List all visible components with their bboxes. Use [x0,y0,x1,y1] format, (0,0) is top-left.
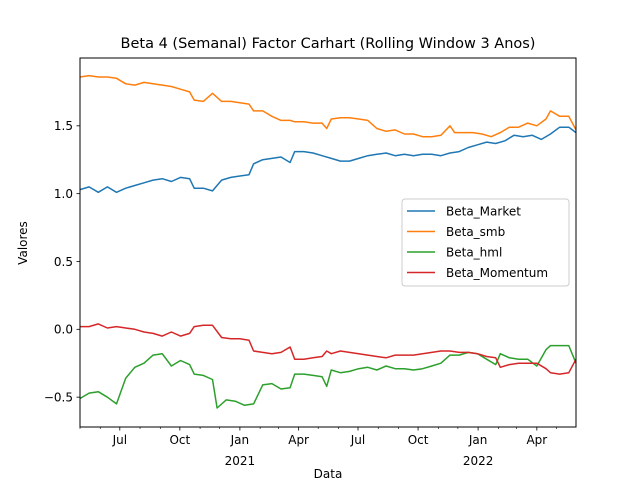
plot-frame [79,57,577,428]
y-tick-label: 1.5 [54,119,73,133]
legend-label: Beta_Market [446,204,521,218]
x-tick-year-label: 2022 [463,454,494,468]
plot-area [79,57,577,428]
legend: Beta_Market Beta_smb Beta_hml Beta_Momentum [401,198,570,287]
y-axis: −0.5 0.0 0.5 1.0 1.5 [44,119,80,404]
y-tick-label: 0.0 [54,323,73,337]
y-axis-label: Valores [16,221,30,265]
series-line-beta-momentum [80,323,577,375]
chart-title: Beta 4 (Semanal) Factor Carhart (Rolling… [121,36,536,52]
x-tick-label: Jul [112,433,127,447]
series-layer [79,74,577,409]
x-tick-label: Oct [408,433,429,447]
legend-box [401,198,570,287]
y-tick-label: −0.5 [44,390,73,404]
x-tick-label: Jul [350,433,365,447]
x-tick-label: Oct [169,433,190,447]
legend-label: Beta_hml [446,245,502,259]
legend-label: Beta_smb [446,225,505,239]
x-axis-label: Data [314,467,343,480]
legend-label: Beta_Momentum [446,266,548,280]
x-tick-label: Apr [288,433,309,447]
x-tick-label: Jan [230,433,250,447]
y-tick-label: 0.5 [54,255,73,269]
x-tick-year-label: 2021 [225,454,256,468]
series-line-beta-smb [79,74,577,138]
series-line-beta-market [79,126,577,194]
series-line-beta-hml [79,344,577,409]
x-tick-label: Apr [526,433,547,447]
y-tick-label: 1.0 [54,187,73,201]
x-axis: Jul Oct Jan 2021 Apr Jul Oct Jan 2022 Apr [79,427,557,468]
x-tick-label: Jan [468,433,488,447]
